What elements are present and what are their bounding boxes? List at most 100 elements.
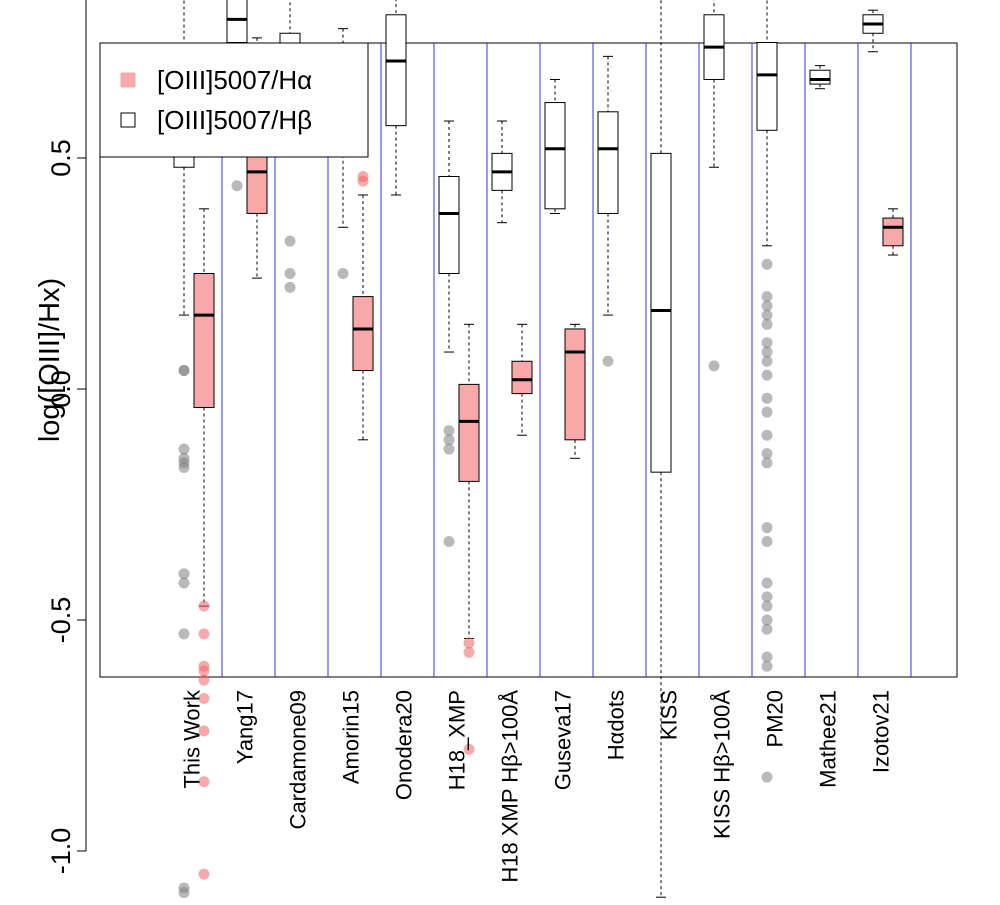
hbeta-outlier-point xyxy=(178,462,190,474)
hbeta-outlier-point xyxy=(231,180,243,192)
hbeta-outlier-point xyxy=(761,591,773,603)
hbeta-outlier-point xyxy=(761,291,773,303)
hbeta-outlier-point xyxy=(761,258,773,270)
hbeta-outlier-point xyxy=(761,429,773,441)
x-tick-label: KISS Hβ>100Å xyxy=(709,690,734,839)
hbeta-box xyxy=(226,0,248,44)
hbeta-outlier-point xyxy=(443,535,455,547)
x-tick-label: Mathee21 xyxy=(815,690,840,788)
hbeta-outlier-point xyxy=(602,355,614,367)
halpha-box-group xyxy=(193,208,215,880)
hbeta-box xyxy=(650,152,672,473)
hbeta-outlier-point xyxy=(761,577,773,589)
legend-label: [OIII]5007/Hβ xyxy=(157,105,312,135)
hbeta-box-group xyxy=(544,78,566,214)
hbeta-box-group xyxy=(703,0,725,372)
halpha-box xyxy=(511,360,533,395)
hbeta-box xyxy=(385,14,407,127)
hbeta-box-group xyxy=(862,9,884,53)
hbeta-outlier-point xyxy=(178,443,190,455)
hbeta-outlier-point xyxy=(761,448,773,460)
hbeta-outlier-point xyxy=(761,457,773,469)
halpha-outlier-point xyxy=(198,600,210,612)
legend-swatch xyxy=(120,72,136,88)
hbeta-outlier-point xyxy=(284,281,296,293)
x-tick-label: Izotov21 xyxy=(868,690,893,773)
hbeta-box-group xyxy=(756,0,778,783)
x-tick-label: H18 XMP Hβ>100Å xyxy=(497,690,522,883)
halpha-outlier-point xyxy=(357,175,369,187)
halpha-outlier-point xyxy=(198,868,210,880)
hbeta-box xyxy=(597,111,619,214)
hbeta-outlier-point xyxy=(284,235,296,247)
halpha-outlier-point xyxy=(198,776,210,788)
hbeta-outlier-point xyxy=(761,318,773,330)
x-tick-label: H18_XMP xyxy=(444,690,469,790)
hbeta-outlier-point xyxy=(178,577,190,589)
y-tick-label: -1.0 xyxy=(46,828,76,875)
hbeta-box-group xyxy=(385,0,407,196)
x-tick-label: Cardamone09 xyxy=(285,690,310,829)
halpha-outlier-point xyxy=(198,725,210,737)
halpha-box-group xyxy=(882,208,904,256)
x-tick-label: KISS xyxy=(656,690,681,740)
hbeta-outlier-point xyxy=(443,434,455,446)
hbeta-outlier-point xyxy=(761,522,773,534)
halpha-box xyxy=(458,383,480,482)
halpha-box xyxy=(564,328,586,441)
hbeta-box-group xyxy=(438,120,460,547)
halpha-outlier-point xyxy=(198,628,210,640)
halpha-outlier-point xyxy=(198,674,210,686)
x-tick-label: PM20 xyxy=(762,690,787,747)
halpha-outlier-point xyxy=(463,743,475,755)
y-tick-label: -0.5 xyxy=(46,597,76,644)
hbeta-outlier-point xyxy=(761,623,773,635)
hbeta-outlier-point xyxy=(761,651,773,663)
legend-label: [OIII]5007/Hα xyxy=(157,65,312,95)
hbeta-outlier-point xyxy=(284,268,296,279)
legend-swatch xyxy=(120,112,136,128)
x-tick-label: This Work xyxy=(179,689,204,789)
x-tick-label: Guseva17 xyxy=(550,690,575,790)
hbeta-box-group xyxy=(491,120,513,224)
hbeta-box xyxy=(544,102,566,210)
halpha-box xyxy=(882,217,904,247)
hbeta-box xyxy=(756,42,778,131)
hbeta-outlier-point xyxy=(761,406,773,418)
hbeta-box xyxy=(438,175,460,274)
halpha-outlier-point xyxy=(463,637,475,649)
hbeta-outlier-point xyxy=(761,614,773,626)
x-tick-label: Amorin15 xyxy=(338,690,363,784)
hbeta-outlier-point xyxy=(443,443,455,455)
hbeta-outlier-point xyxy=(443,425,455,437)
hbeta-outlier-point xyxy=(761,600,773,612)
hbeta-outlier-point xyxy=(761,337,773,349)
hbeta-box-group xyxy=(597,55,619,367)
hbeta-box-group xyxy=(809,65,831,90)
halpha-box-group xyxy=(511,323,533,436)
hbeta-outlier-point xyxy=(708,360,720,372)
hbeta-outlier-point xyxy=(178,365,190,377)
hbeta-box xyxy=(809,69,831,85)
hbeta-outlier-point xyxy=(761,771,773,783)
hbeta-outlier-point xyxy=(178,887,190,899)
hbeta-box-group xyxy=(650,0,672,898)
hbeta-outlier-point xyxy=(761,392,773,404)
hbeta-outlier-point xyxy=(178,628,190,640)
halpha-box xyxy=(352,296,374,372)
x-tick-label: Hαdots xyxy=(603,690,628,760)
y-axis-label: log([OIII]/Hx) xyxy=(34,278,66,442)
legend: [OIII]5007/Hα [OIII]5007/Hβ xyxy=(99,42,369,158)
hbeta-outlier-point xyxy=(761,355,773,367)
halpha-box-group xyxy=(564,323,586,459)
halpha-box xyxy=(193,273,215,408)
y-tick-label: 0.0 xyxy=(46,370,76,408)
plot-frame xyxy=(99,42,958,678)
hbeta-outlier-point xyxy=(761,369,773,381)
hbeta-outlier-point xyxy=(337,268,349,279)
hbeta-outlier-point xyxy=(761,309,773,321)
x-tick-label: Onodera20 xyxy=(391,690,416,800)
halpha-outlier-point xyxy=(198,665,210,677)
